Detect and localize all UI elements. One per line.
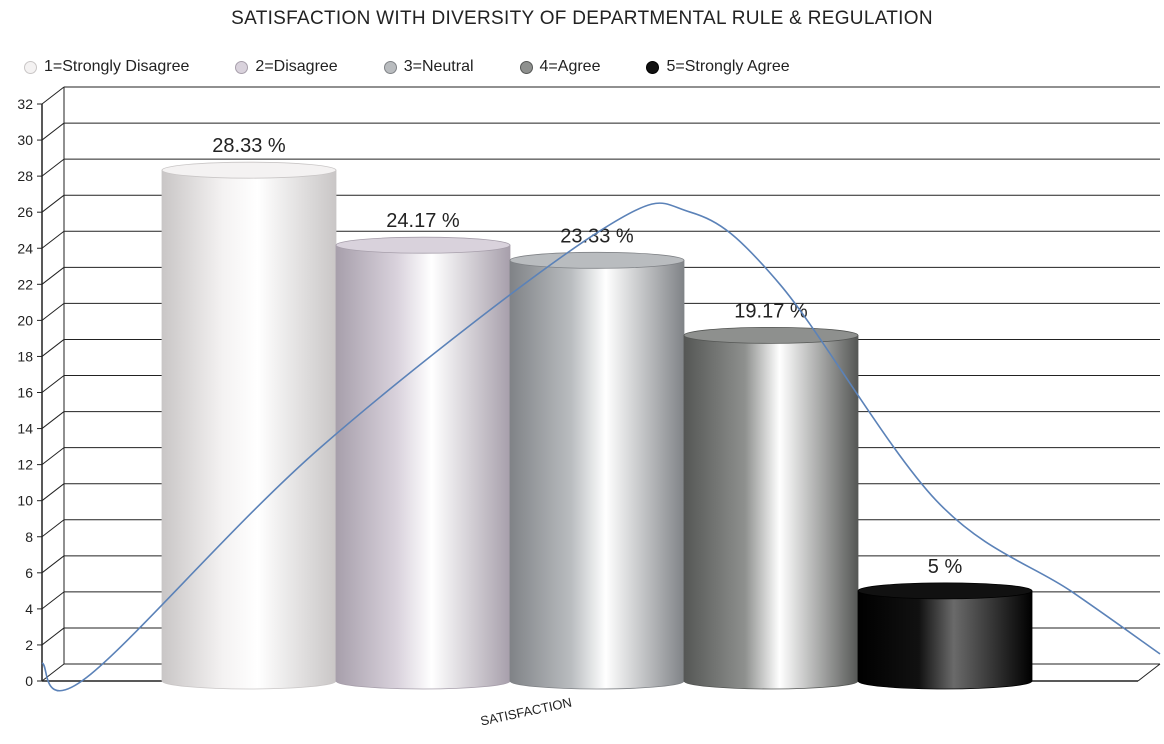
legend-label: 1=Strongly Disagree: [44, 58, 190, 75]
legend-item: 1=Strongly Disagree: [24, 58, 189, 76]
legend-item: 4=Agree: [519, 58, 601, 76]
bar: [161, 169, 337, 690]
gridline-side: [41, 591, 65, 610]
y-tick-label: 6: [25, 565, 33, 581]
y-tick-label: 16: [17, 385, 33, 401]
y-tick-label: 12: [17, 457, 33, 473]
y-tick-label: 22: [17, 276, 33, 292]
gridline-side: [41, 158, 65, 177]
y-tick-label: 20: [17, 312, 33, 328]
bar-top: [857, 582, 1033, 600]
data-label: 23.33 %: [560, 225, 634, 247]
y-tick-label: 2: [25, 637, 33, 653]
legend-label: 5=Strongly Agree: [666, 58, 790, 75]
legend-swatch-icon: [383, 60, 397, 74]
y-tick-label: 28: [17, 168, 33, 184]
data-label: 24.17 %: [386, 210, 460, 232]
gridline-side: [41, 483, 65, 502]
bar-top: [509, 251, 685, 269]
x-category-label: SATISFACTION: [479, 695, 573, 729]
bar-top: [683, 326, 859, 344]
gridline-side: [41, 122, 65, 141]
y-tick-label: 14: [17, 421, 33, 437]
bar-top: [161, 161, 337, 179]
bar: [509, 259, 685, 690]
data-label: 19.17 %: [734, 300, 808, 322]
y-tick-label: 0: [25, 673, 33, 689]
y-tick-label: 30: [17, 132, 33, 148]
gridline-side: [41, 266, 65, 285]
gridline-side: [41, 663, 65, 682]
bar: [335, 244, 511, 690]
legend-swatch-icon: [519, 60, 533, 74]
floor-edge: [1137, 663, 1161, 682]
bar-top: [335, 236, 511, 254]
gridline-side: [41, 519, 65, 538]
legend-label: 2=Disagree: [255, 58, 338, 75]
bar: [683, 334, 859, 690]
y-tick-label: 26: [17, 204, 33, 220]
gridline-side: [41, 302, 65, 321]
y-tick-label: 18: [17, 348, 33, 364]
chart-title: SATISFACTION WITH DIVERSITY OF DEPARTMEN…: [231, 8, 933, 29]
bar: [857, 590, 1033, 690]
legend-swatch-icon: [24, 60, 37, 74]
y-tick-label: 4: [25, 601, 33, 617]
legend-item: 5=Strongly Agree: [646, 58, 790, 76]
legend: 1=Strongly Disagree 2=Disagree 3=Neutral 4=…: [24, 56, 790, 78]
data-label: 5 %: [928, 556, 963, 578]
gridline-side: [41, 339, 65, 357]
y-tick-label: 32: [17, 96, 33, 112]
legend-swatch-icon: [235, 60, 249, 74]
legend-label: 3=Neutral: [403, 58, 474, 75]
trend-line: [41, 202, 1161, 692]
gridline-side: [41, 555, 65, 574]
gridline-side: [41, 86, 65, 105]
gridline-side: [41, 447, 65, 466]
legend-item: 2=Disagree: [235, 58, 338, 76]
gridline-side: [41, 375, 65, 393]
y-tick-label: 8: [25, 529, 33, 545]
gridline-side: [41, 411, 65, 429]
data-label: 28.33 %: [212, 135, 286, 157]
y-tick-label: 10: [17, 493, 33, 509]
legend-item: 3=Neutral: [383, 58, 474, 76]
gridline-side: [41, 627, 65, 646]
gridline-side: [41, 194, 65, 213]
y-tick-label: 24: [17, 240, 33, 256]
gridline-side: [41, 230, 65, 249]
legend-swatch-icon: [646, 60, 660, 74]
legend-label: 4=Agree: [539, 58, 601, 75]
